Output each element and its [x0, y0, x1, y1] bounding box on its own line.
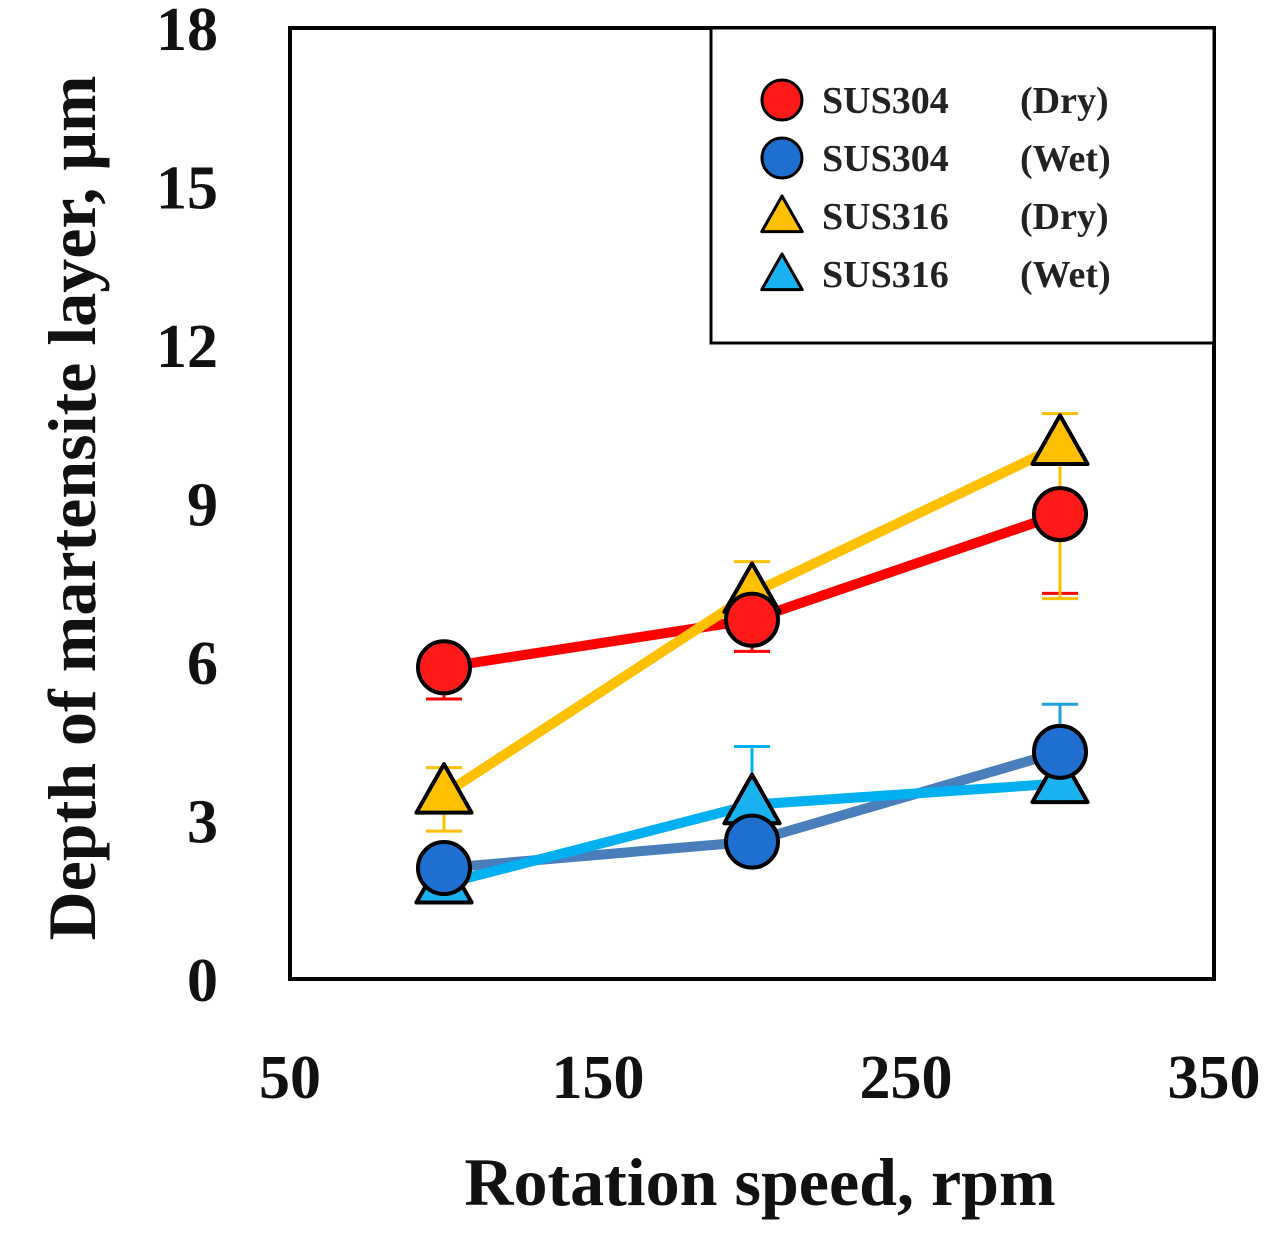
legend-box: [709, 26, 1216, 345]
y-tick-label: 9: [187, 472, 218, 540]
legend-label-name: SUS304: [822, 138, 949, 180]
legend-entry: SUS316 (Dry): [760, 194, 1109, 238]
data-point-circle: [1032, 486, 1088, 543]
legend-label-name: SUS304: [822, 80, 949, 122]
legend-entry: SUS304 (Wet): [760, 136, 1111, 180]
legend-entry: SUS316 (Wet): [760, 252, 1111, 296]
data-point-circle: [416, 639, 472, 696]
x-axis-title: Rotation speed, rpm: [464, 1144, 1055, 1220]
data-point-circle: [1032, 723, 1088, 780]
data-point-circle: [416, 840, 472, 897]
legend-label-condition: (Wet): [1020, 254, 1111, 296]
y-tick-label: 12: [156, 313, 218, 381]
legend-marker-circle: [760, 136, 804, 180]
x-tick-label: 350: [1168, 1044, 1261, 1112]
y-axis-title: Depth of martensite layer, μm: [34, 75, 110, 940]
data-point-circle: [724, 591, 780, 648]
data-point-circle: [724, 813, 780, 870]
series-markers: [414, 413, 1090, 905]
y-tick-label: 18: [156, 0, 218, 64]
legend-marker-triangle: [760, 194, 804, 234]
legend-marker-circle: [760, 78, 804, 122]
y-tick-label: 0: [187, 947, 218, 1015]
x-tick-label: 50: [259, 1044, 321, 1112]
y-tick-label: 15: [156, 155, 218, 223]
x-tick-label: 150: [552, 1044, 645, 1112]
legend-label-name: SUS316: [822, 254, 949, 296]
legend-label-condition: (Dry): [1020, 196, 1109, 238]
legend-label-name: SUS316: [822, 196, 949, 238]
data-point-triangle: [414, 762, 474, 815]
y-tick-label: 6: [187, 630, 218, 698]
axis-layer: 0 3 6 9 12 15 18 50 150 250 350: [156, 0, 1261, 1112]
legend: SUS304 (Dry) SUS304 (Wet) SUS316 (Dry) SUS316 (…: [709, 26, 1216, 345]
y-tick-label: 3: [187, 789, 218, 857]
series-layer: [414, 412, 1090, 905]
legend-label-condition: (Dry): [1020, 80, 1109, 122]
legend-marker-triangle: [760, 252, 804, 292]
legend-entry: SUS304 (Dry): [760, 78, 1109, 122]
x-tick-label: 250: [860, 1044, 953, 1112]
legend-label-condition: (Wet): [1020, 138, 1111, 180]
data-point-triangle: [1030, 413, 1090, 466]
